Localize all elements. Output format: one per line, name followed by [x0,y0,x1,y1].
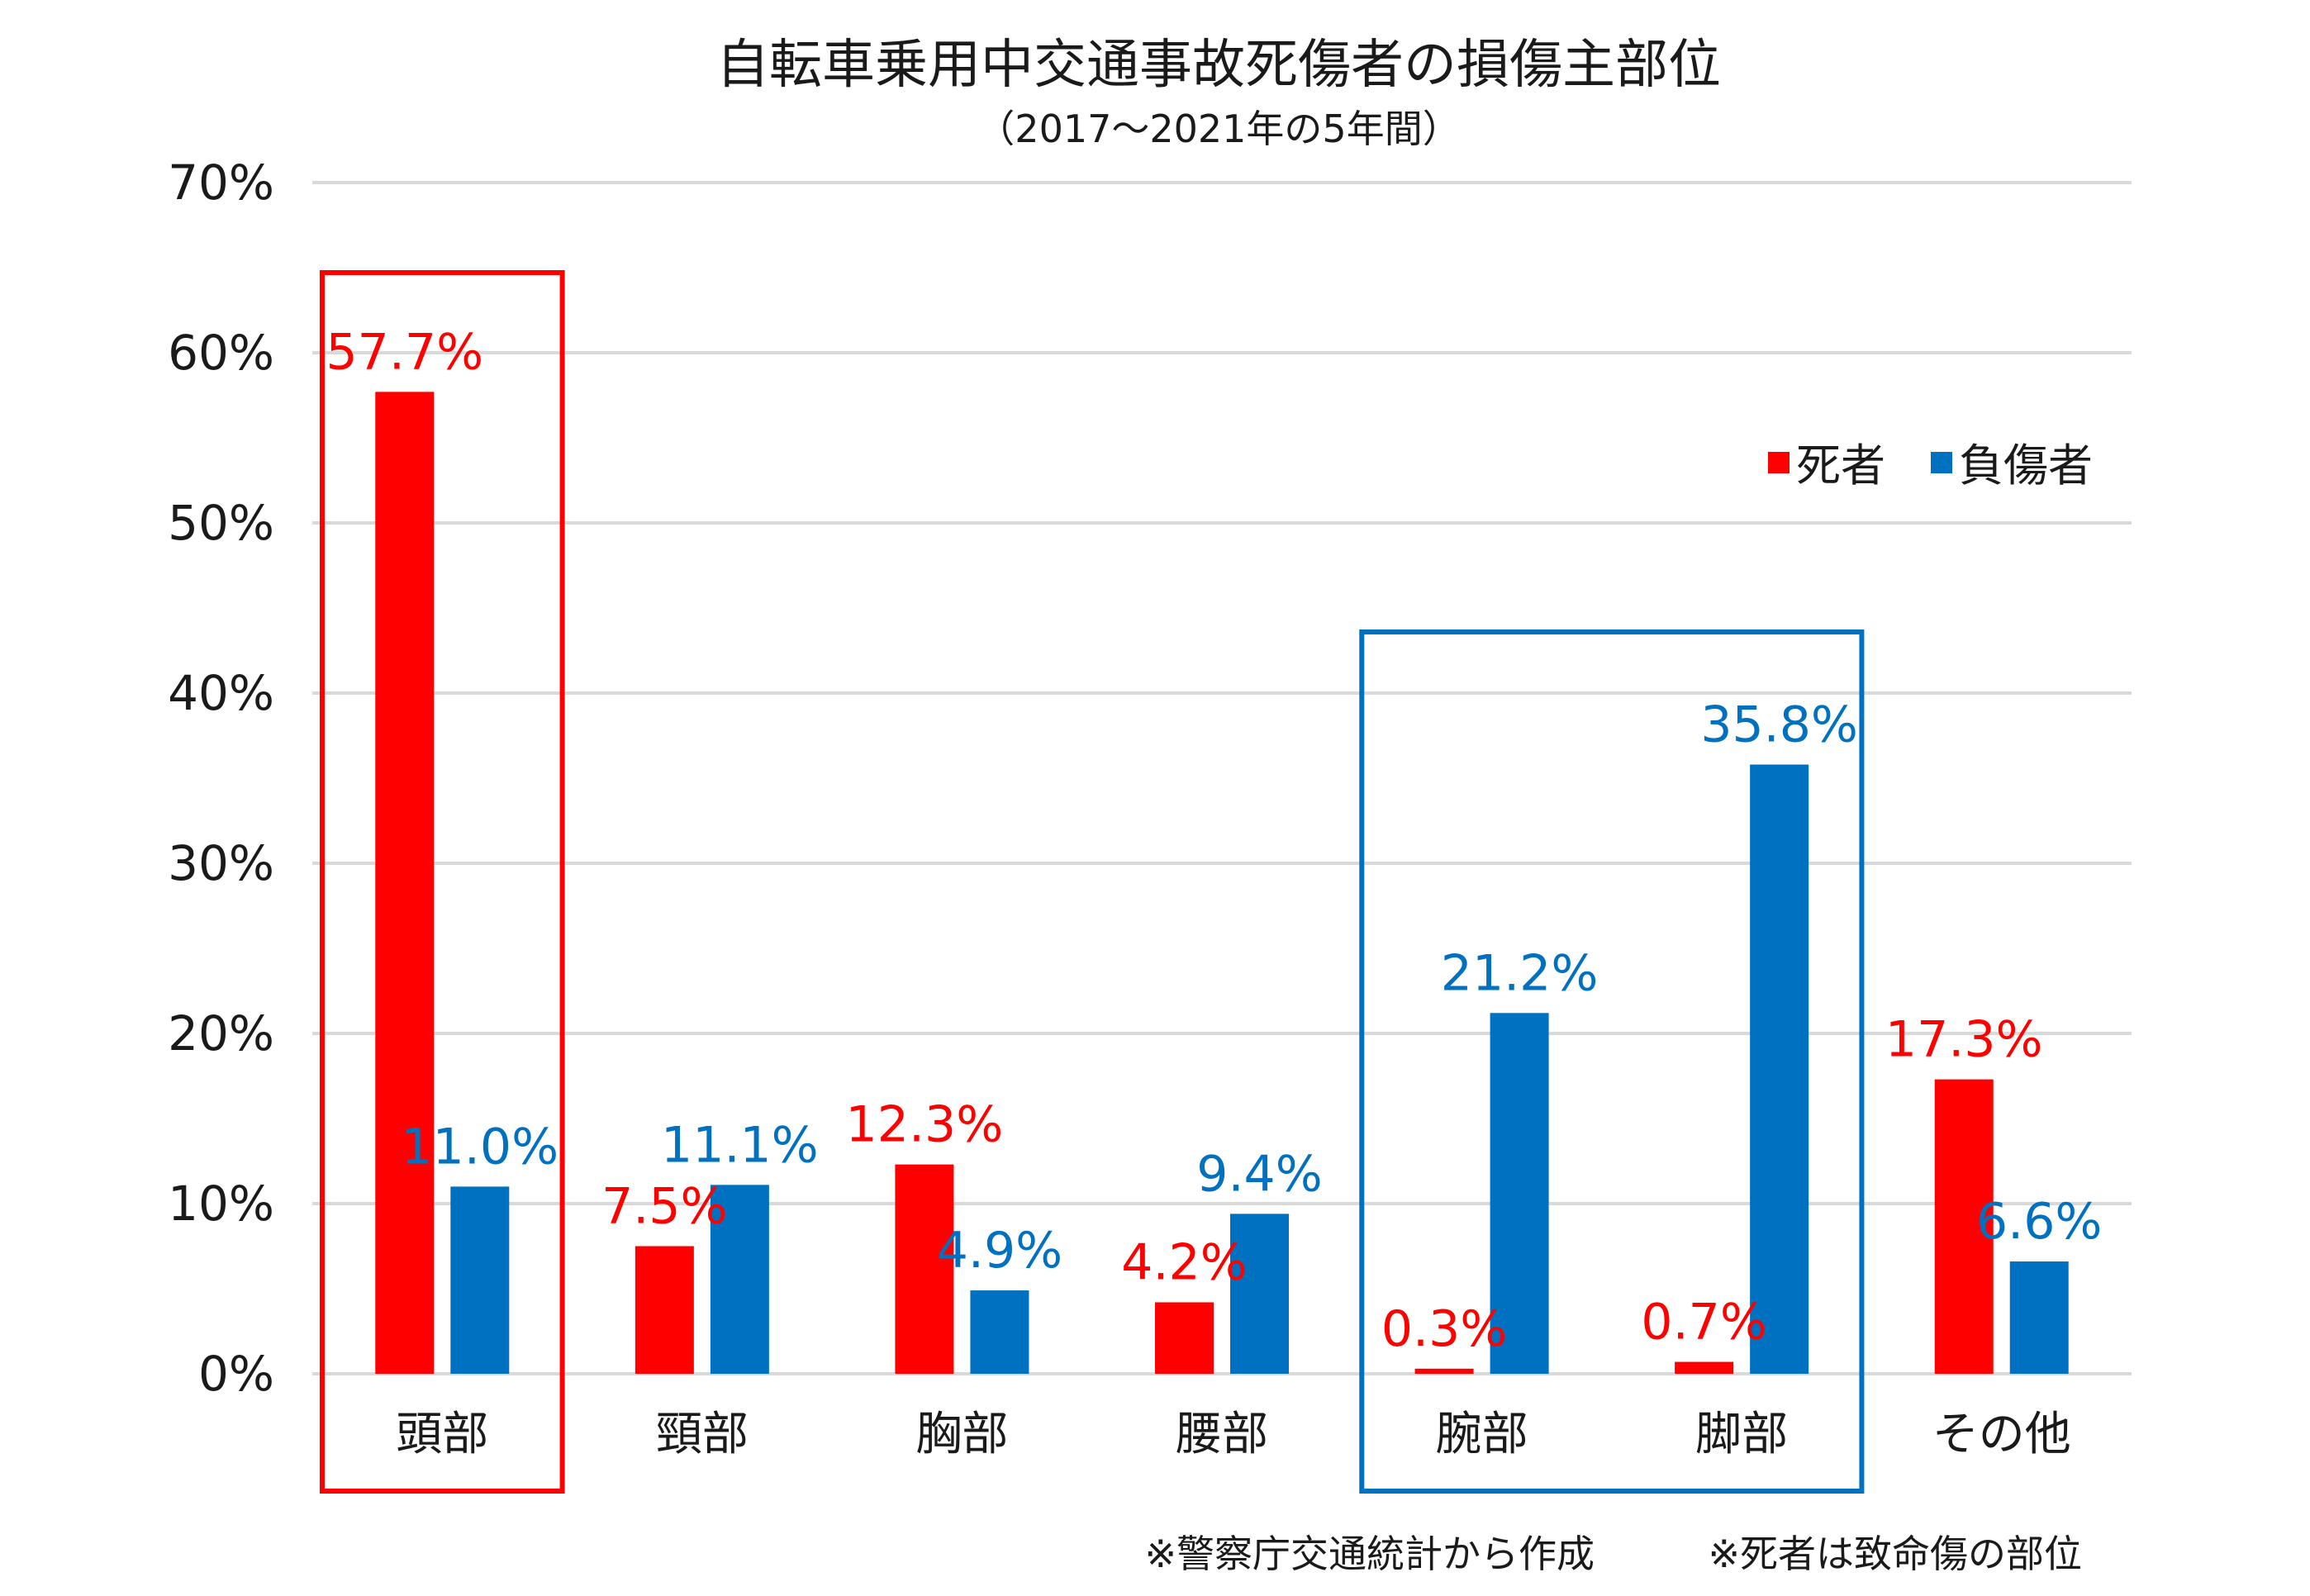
y-tick-label: 30% [168,835,274,891]
highlight-boxes [320,270,1865,1494]
category-label: 腰部 [1176,1408,1268,1461]
bar [970,1290,1029,1374]
bar [375,392,435,1374]
y-tick-label: 60% [168,325,274,381]
y-tick-label: 70% [168,154,274,211]
y-tick-label: 40% [168,665,274,721]
y-tick-label: 0% [198,1346,274,1402]
y-tick-label: 50% [168,495,274,551]
highlight-box [320,270,565,1494]
y-tick-label: 20% [168,1005,274,1062]
data-label: 7.5% [601,1178,727,1236]
chart-subtitle: （2017～2021年の5年間） [977,107,1460,151]
bar [1490,1013,1549,1374]
data-label: 35.8% [1700,696,1858,754]
data-label: 4.2% [1121,1233,1247,1291]
bar [710,1185,769,1374]
y-axis-ticks: 0% 10% 20% 30% 40% 50% 60% 70% [168,154,274,1402]
bar [1675,1361,1734,1374]
data-label: 21.2% [1441,944,1599,1002]
data-label: 11.0% [401,1118,558,1176]
legend-swatch-injured [1931,452,1952,473]
category-label: 頭部 [396,1408,488,1461]
data-label: 0.3% [1381,1300,1507,1358]
data-label: 12.3% [846,1096,1004,1154]
data-label: 6.6% [1976,1193,2102,1251]
gridlines [312,181,2132,1375]
legend-swatch-deaths [1768,452,1790,473]
data-label: 11.1% [661,1116,819,1174]
bar [635,1246,694,1374]
bar [1414,1368,1474,1374]
bar [1155,1302,1214,1374]
source-note: ※警察庁交通統計から作成 [1144,1532,1595,1576]
bar [450,1186,510,1374]
data-label: 4.9% [937,1222,1062,1280]
data-label: 0.7% [1641,1294,1766,1351]
data-label: 9.4% [1196,1145,1322,1203]
category-label: 頸部 [656,1408,749,1461]
chart-title: 自転車乗用中交通事故死傷者の損傷主部位 [716,35,1721,96]
category-label: 胸部 [915,1408,1008,1461]
highlight-box [1359,629,1865,1494]
data-labels: 57.7% 11.0% 7.5%11.1% 12.3% 4.9% 4.2% 9.4% 0.3%… [326,323,2102,1357]
data-label: 57.7% [326,323,483,381]
data-label: 17.3% [1885,1011,2043,1069]
category-label: 腕部 [1436,1408,1528,1461]
y-tick-label: 10% [168,1176,274,1232]
category-label: 脚部 [1695,1408,1788,1461]
bar [1934,1079,1994,1374]
bars [375,392,2069,1374]
legend-label-deaths: 死者 [1796,439,1885,492]
legend: 死者 負傷者 [1768,439,2093,492]
legend-label-injured: 負傷者 [1959,439,2093,492]
bar [1750,764,1809,1374]
fatal-injury-note: ※死者は致命傷の部位 [1708,1532,2082,1576]
bar [2009,1261,2069,1374]
category-label: その他 [1932,1408,2071,1461]
category-labels: 頭部 頸部 胸部 腰部 腕部 脚部 その他 [396,1408,2070,1461]
bar [1230,1214,1289,1374]
bar [895,1164,954,1374]
